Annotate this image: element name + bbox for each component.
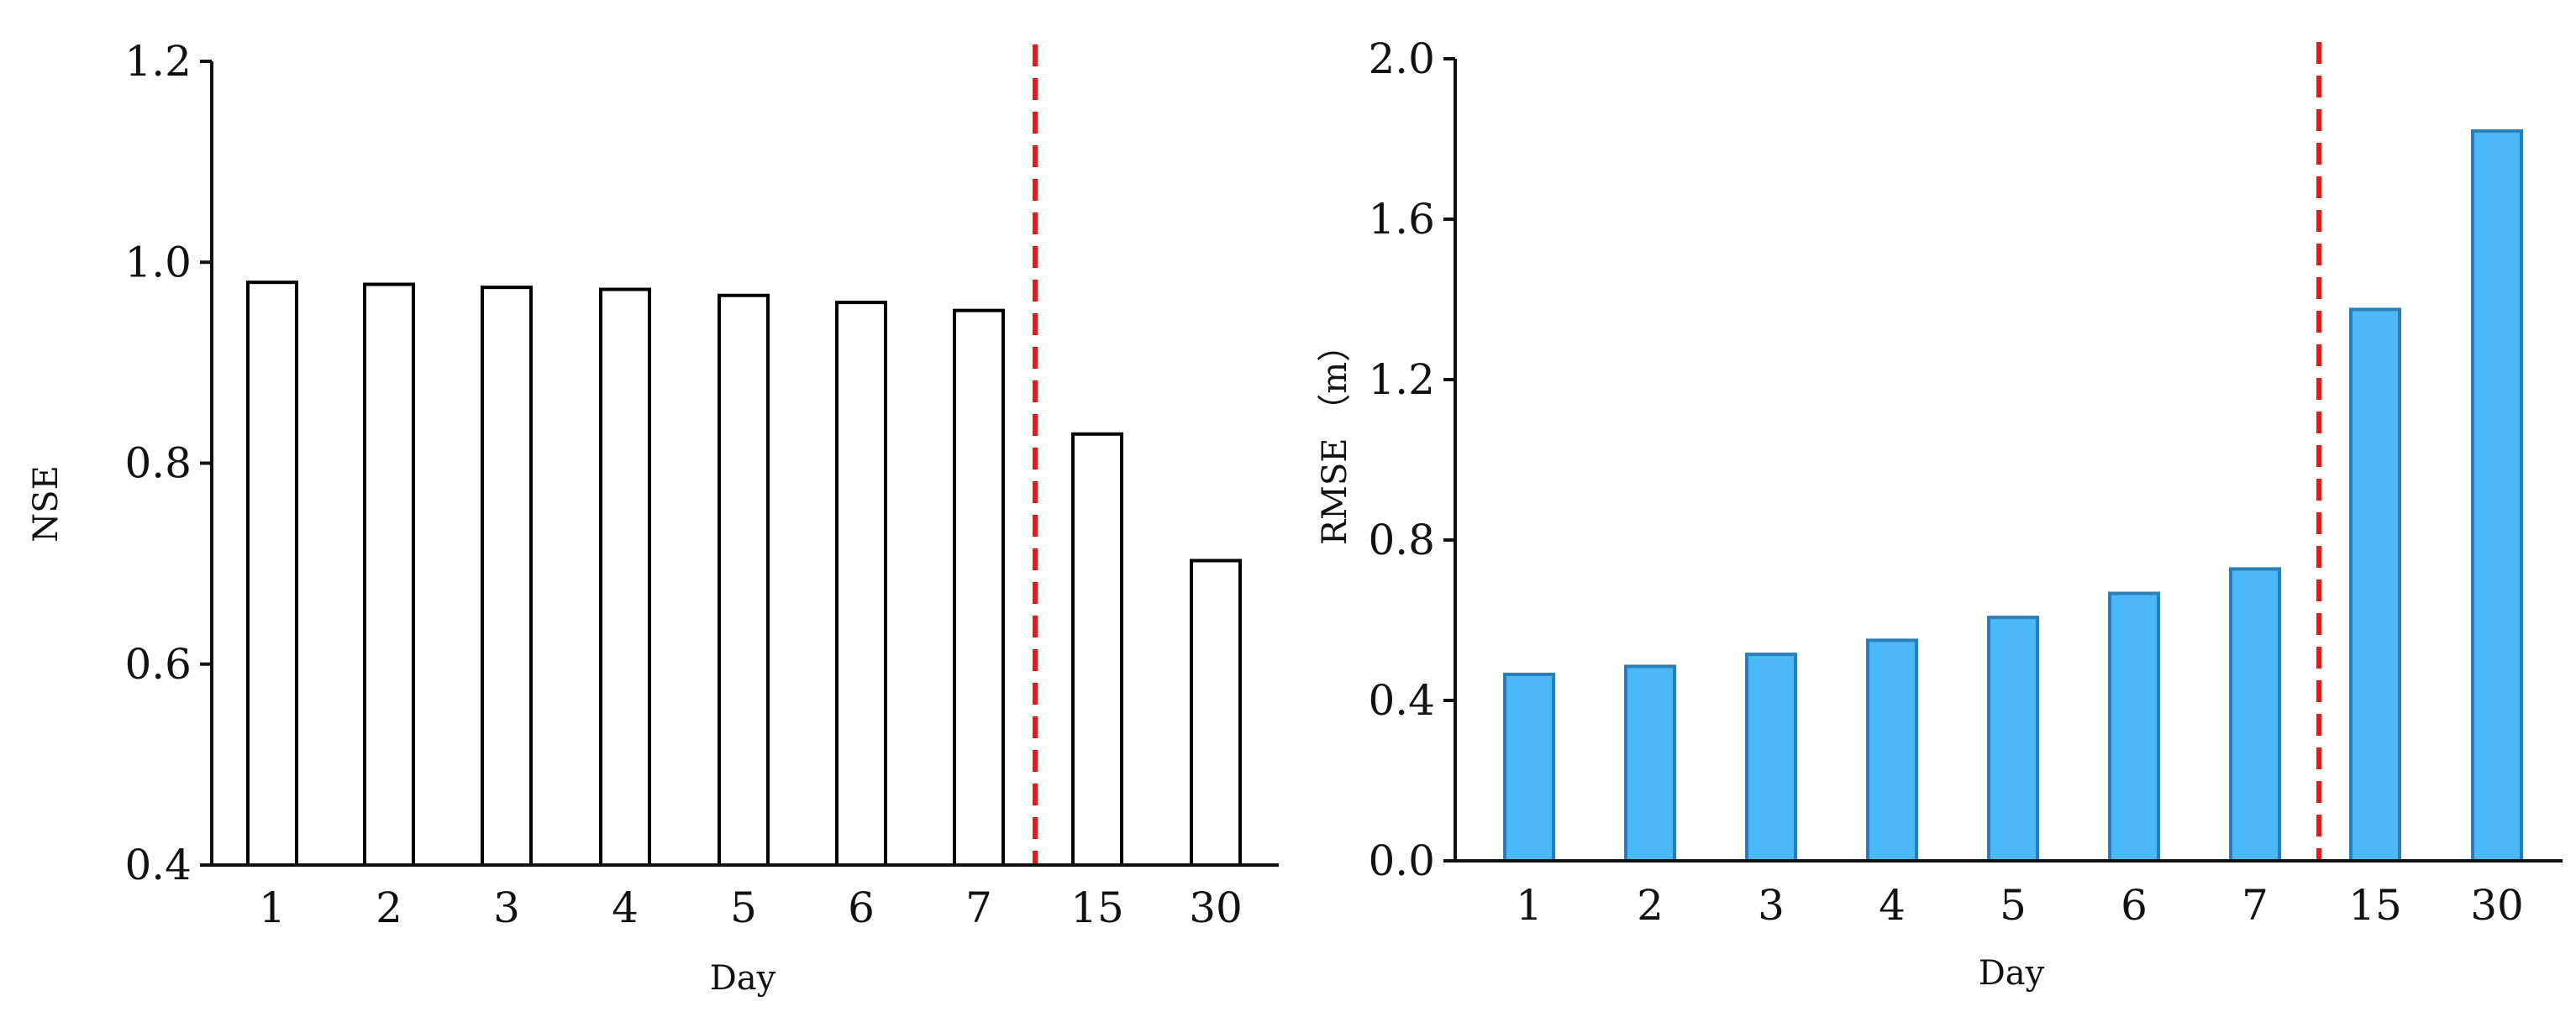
x-tick-label: 6 [2121, 881, 2148, 930]
y-tick-label: 0.4 [124, 841, 192, 889]
x-tick-label: 4 [1879, 881, 1906, 930]
x-tick-label: 3 [493, 884, 520, 932]
nse-chart: 0.4 0.6 0.8 1.0 1.2 1 2 3 4 5 6 7 15 30 Day NSE [27, 37, 1279, 998]
x-tick-label: 4 [612, 884, 639, 932]
y-tick-label: 1.6 [1368, 195, 1435, 244]
y-tick-label: 2.0 [1368, 34, 1435, 83]
bar-day-5 [1987, 616, 2039, 863]
y-tick-label: 0.0 [1368, 836, 1435, 885]
x-tick-label: 5 [2000, 881, 2027, 930]
y-tick-label: 0.8 [1368, 516, 1435, 564]
x-tick-label: 30 [2470, 881, 2524, 930]
y-tick-label: 1.0 [124, 238, 192, 286]
bar-day-3 [481, 286, 533, 867]
x-tick-label: 15 [2348, 881, 2402, 930]
bar-day-2 [1624, 664, 1676, 863]
x-tick-label: 5 [730, 884, 757, 932]
bar-day-2 [363, 282, 415, 867]
x-tick-label: 6 [848, 884, 875, 932]
x-tick-label: 30 [1189, 884, 1243, 932]
x-tick-label: 2 [376, 884, 402, 932]
bar-day-1 [246, 281, 298, 867]
bar-day-1 [1503, 672, 1555, 863]
y-tick-label: 1.2 [1368, 355, 1435, 404]
y-axis-title: RMSE （m） [1316, 328, 1354, 545]
y-tick-label: 0.8 [124, 439, 192, 488]
x-tick-label: 2 [1637, 881, 1664, 930]
rmse-chart: 0.0 0.4 0.8 1.2 1.6 2.0 1 2 3 4 5 6 7 15 30 Day RMSE （m） [1316, 34, 2563, 993]
x-tick-label: 1 [259, 884, 286, 932]
x-tick-label: 3 [1758, 881, 1785, 930]
x-axis-title: Day [1979, 954, 2045, 993]
bar-day-4 [599, 287, 651, 867]
bar-day-6 [2108, 591, 2160, 863]
x-tick-label: 1 [1516, 881, 1543, 930]
bar-day-30 [2471, 128, 2523, 863]
x-tick-label: 15 [1070, 884, 1124, 932]
bar-day-5 [718, 293, 770, 867]
x-tick-label: 7 [965, 884, 992, 932]
x-axis-title: Day [710, 959, 776, 998]
bar-day-15 [1071, 432, 1123, 867]
bar-day-7 [2229, 567, 2281, 863]
bar-day-4 [1866, 638, 1918, 863]
x-tick-label: 7 [2242, 881, 2268, 930]
y-tick-label: 0.4 [1368, 676, 1435, 725]
y-tick-label: 1.2 [124, 37, 192, 86]
y-axis-title: NSE [27, 465, 66, 543]
bar-day-6 [835, 301, 887, 868]
bar-day-30 [1190, 558, 1242, 867]
y-tick-label: 0.6 [124, 640, 192, 689]
bar-day-3 [1745, 653, 1797, 863]
bar-day-15 [2349, 307, 2401, 863]
bar-day-7 [953, 308, 1005, 868]
